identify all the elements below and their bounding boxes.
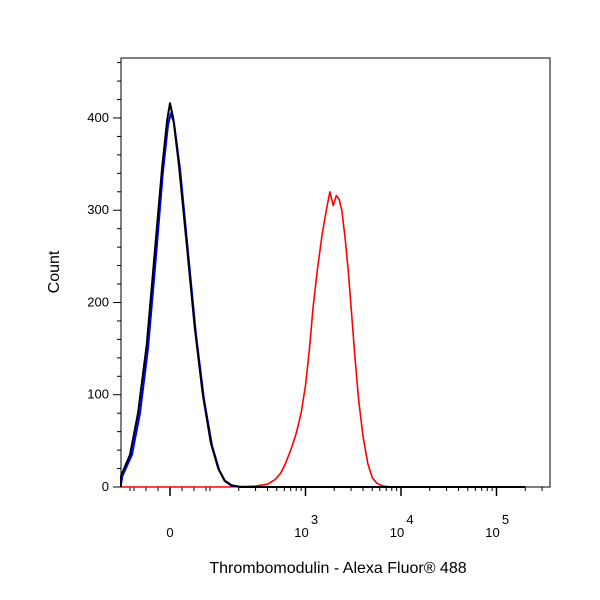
y-axis-title: Count <box>46 250 63 293</box>
x-axis-title: Thrombomodulin - Alexa Fluor® 488 <box>209 560 466 577</box>
plot-frame <box>120 57 551 488</box>
x-tick-exponent: 4 <box>406 512 413 527</box>
histogram-series-3 <box>120 102 526 488</box>
x-tick-label: 10 <box>294 525 308 540</box>
x-tick-label: 10 <box>390 525 404 540</box>
y-axis: 0 100 200 300 400 <box>87 62 121 494</box>
y-tick-label: 100 <box>87 387 109 402</box>
series-layer <box>120 102 526 488</box>
x-tick-exponent: 3 <box>311 512 318 527</box>
histogram-series-1 <box>121 191 526 488</box>
x-tick-label: 0 <box>166 525 173 540</box>
y-tick-label: 400 <box>87 110 109 125</box>
y-tick-label: 200 <box>87 294 109 309</box>
x-tick-label: 10 <box>485 525 499 540</box>
x-tick-exponent: 5 <box>502 512 509 527</box>
y-tick-label: 300 <box>87 202 109 217</box>
histogram-series-2 <box>120 112 526 488</box>
y-tick-label: 0 <box>102 479 109 494</box>
